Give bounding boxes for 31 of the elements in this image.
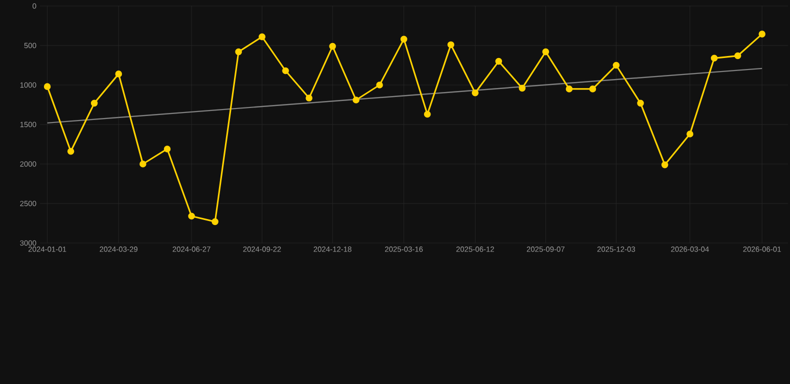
point	[67, 148, 74, 155]
point	[44, 83, 51, 90]
point	[164, 146, 171, 152]
point	[589, 86, 596, 92]
point	[472, 90, 479, 96]
point	[495, 58, 502, 65]
point	[734, 52, 742, 60]
point	[758, 30, 766, 38]
point	[306, 94, 312, 102]
point	[424, 110, 431, 118]
point	[566, 86, 573, 92]
point	[235, 48, 242, 56]
point	[518, 84, 526, 92]
point	[542, 48, 550, 56]
point	[282, 67, 289, 74]
point	[188, 212, 195, 220]
point	[376, 82, 383, 88]
point	[447, 41, 454, 48]
point	[661, 161, 668, 168]
point	[637, 100, 644, 107]
point	[90, 100, 98, 107]
point	[212, 218, 218, 226]
point	[352, 96, 360, 104]
point	[400, 36, 408, 43]
point	[115, 70, 122, 78]
point	[710, 54, 718, 62]
point	[258, 33, 266, 40]
point	[686, 130, 694, 138]
point	[329, 42, 336, 50]
point	[612, 62, 620, 69]
point	[140, 160, 146, 168]
